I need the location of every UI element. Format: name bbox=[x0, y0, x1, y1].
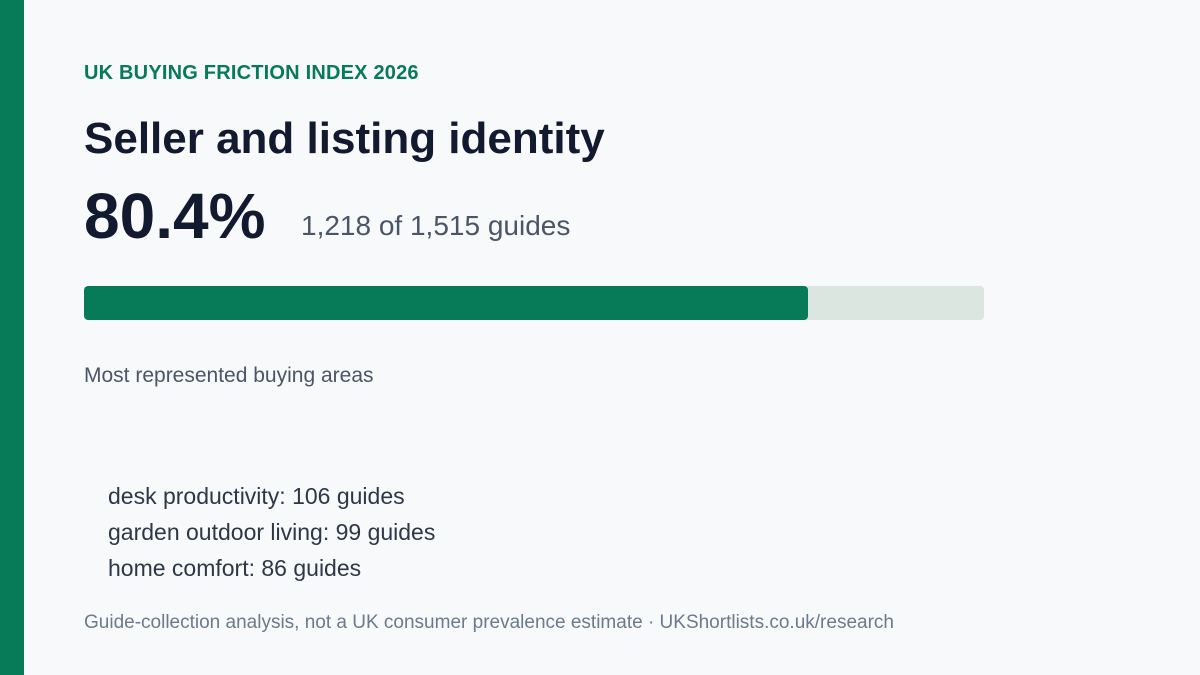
list-item: garden outdoor living: 99 guides bbox=[108, 519, 436, 545]
guide-count: 1,218 of 1,515 guides bbox=[301, 210, 571, 241]
list-item: home comfort: 86 guides bbox=[108, 555, 362, 581]
percent-value: 80.4% bbox=[84, 180, 266, 252]
accent-sidebar-stripe bbox=[0, 0, 24, 675]
footer-note: Guide-collection analysis, not a UK cons… bbox=[84, 612, 894, 633]
index-card: UK BUYING FRICTION INDEX 2026 Seller and… bbox=[84, 0, 1144, 675]
progress-fill bbox=[84, 286, 808, 320]
index-eyebrow: UK BUYING FRICTION INDEX 2026 bbox=[84, 62, 419, 84]
areas-list: desk productivity: 106 guides garden out… bbox=[108, 478, 435, 586]
page-title: Seller and listing identity bbox=[84, 114, 605, 163]
areas-heading: Most represented buying areas bbox=[84, 364, 374, 387]
list-item: desk productivity: 106 guides bbox=[108, 483, 405, 509]
progress-bar bbox=[84, 286, 984, 320]
